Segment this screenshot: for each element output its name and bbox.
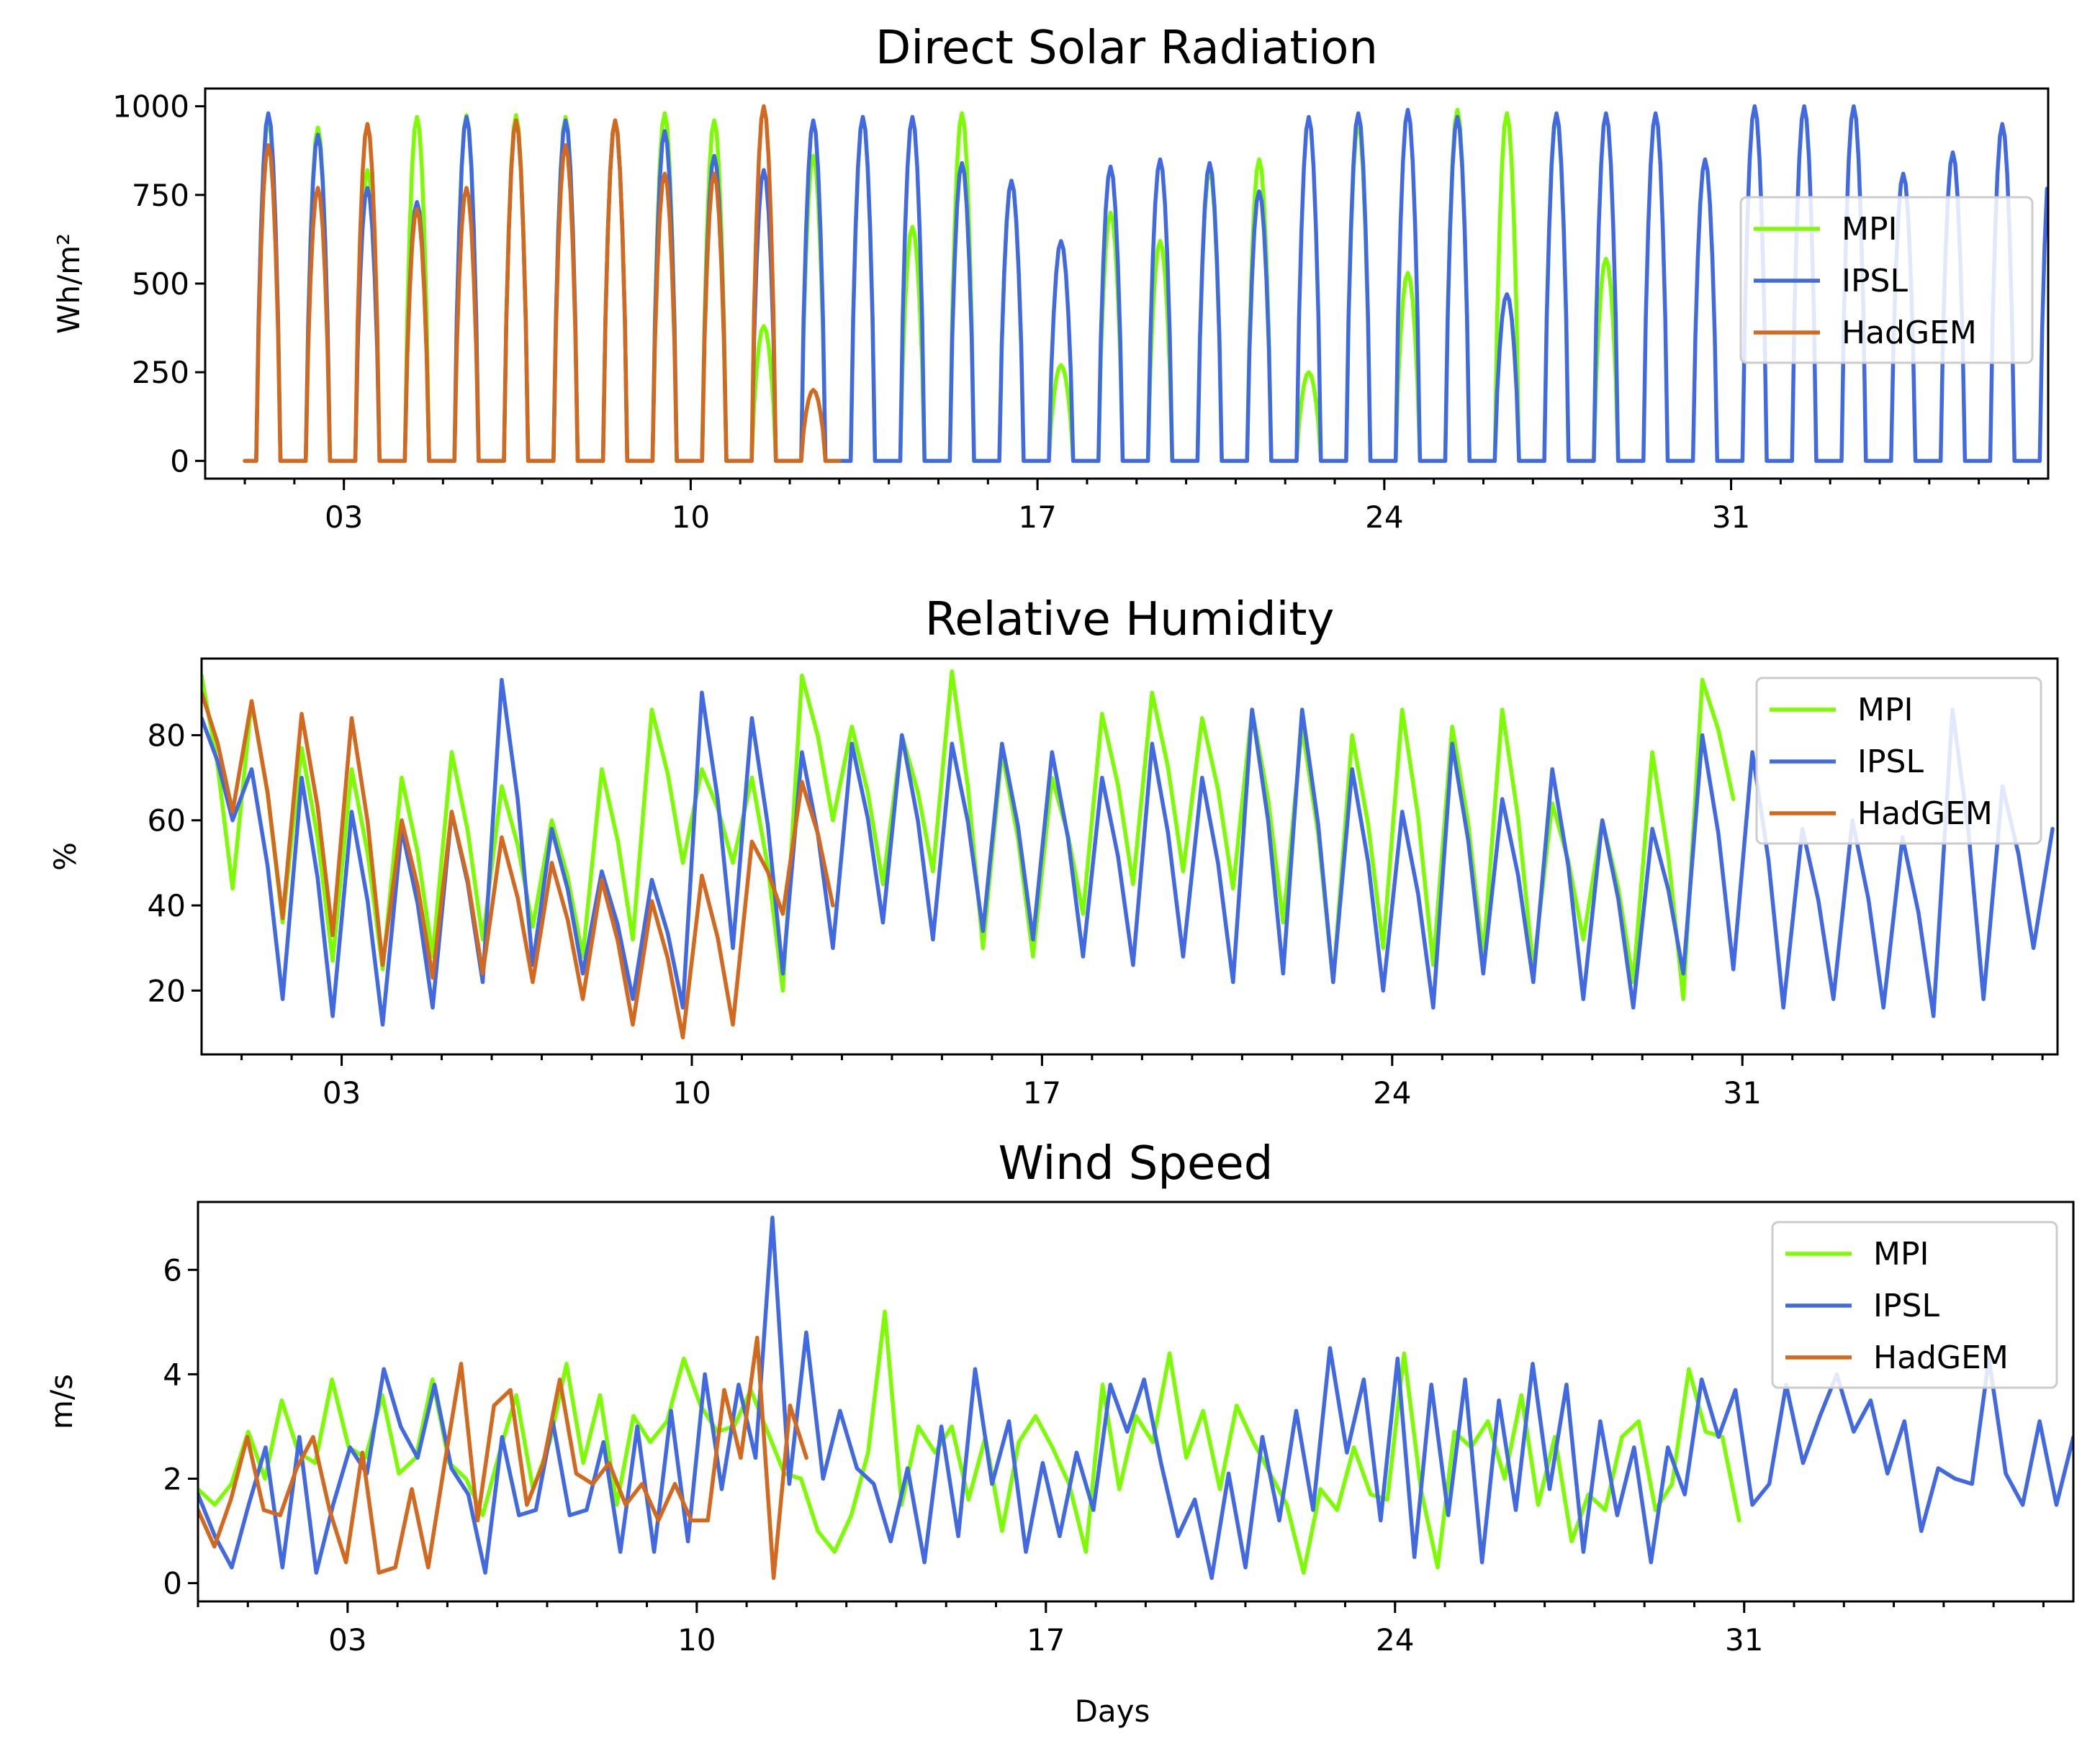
series-line-mpi (243, 107, 1634, 464)
legend-box (1739, 196, 2034, 364)
y-tick-label: 0 (170, 443, 189, 479)
legend-label-hadgem: HadGEM (1857, 795, 1993, 832)
x-tick-label: 24 (1365, 499, 1403, 535)
y-tick-label: 20 (148, 973, 186, 1008)
y-tick-label: 40 (148, 888, 186, 923)
axes-frame (204, 87, 2050, 480)
y-tick-label: 1000 (112, 89, 189, 125)
series-line-mpi (198, 1309, 1741, 1575)
y-tick-label: 0 (163, 1566, 182, 1601)
series-line-mpi (202, 669, 1736, 1001)
y-tick-label: 500 (132, 266, 189, 302)
y-axis-label: % (48, 842, 83, 871)
legend: MPI IPSL HadGEM (1771, 1221, 2058, 1389)
x-tick-label: 17 (1027, 1622, 1065, 1658)
legend-label-hadgem: HadGEM (1873, 1339, 2009, 1376)
chart-title: Relative Humidity (925, 593, 1335, 646)
x-tick-label: 03 (325, 499, 363, 535)
y-tick-label: 2 (163, 1462, 182, 1497)
x-tick-label: 31 (1712, 499, 1750, 535)
plot-area (202, 669, 2055, 1040)
x-tick-label: 24 (1373, 1075, 1411, 1111)
legend-box (1755, 677, 2042, 845)
legend-box (1771, 1221, 2058, 1389)
legend-label-mpi: MPI (1842, 211, 1897, 248)
legend: MPI IPSL HadGEM (1755, 677, 2042, 845)
panel-humidity: Relative Humidity% 20 40 60 80 03 10 17 24 31 MPI I… (48, 593, 2059, 1111)
y-tick-label: 6 (163, 1252, 182, 1288)
y-tick-label: 80 (148, 718, 186, 753)
series-line-ipsl (202, 677, 2055, 1027)
x-tick-label: 03 (323, 1075, 361, 1111)
legend: MPI IPSL HadGEM (1739, 196, 2034, 364)
axes-frame (200, 657, 2059, 1056)
y-tick-label: 60 (148, 803, 186, 838)
y-tick-label: 750 (132, 178, 189, 213)
legend-label-ipsl: IPSL (1873, 1288, 1939, 1324)
legend-label-mpi: MPI (1857, 692, 1913, 728)
plot-area (198, 1216, 2073, 1581)
x-tick-label: 17 (1018, 499, 1056, 535)
legend-label-ipsl: IPSL (1857, 743, 1924, 780)
chart-title: Wind Speed (999, 1137, 1274, 1190)
chart-title: Direct Solar Radiation (875, 22, 1378, 75)
x-tick-label: 10 (672, 1075, 711, 1111)
legend-label-mpi: MPI (1873, 1236, 1929, 1272)
series-line-hadgem (198, 1335, 808, 1581)
x-tick-label: 03 (328, 1622, 366, 1658)
x-tick-label: 10 (672, 499, 710, 535)
axes-frame (197, 1201, 2075, 1603)
x-axis-label: Days (1075, 1694, 1150, 1729)
y-tick-label: 250 (132, 355, 189, 390)
y-axis-label: m/s (44, 1374, 79, 1429)
x-tick-label: 31 (1723, 1075, 1761, 1111)
y-tick-label: 4 (163, 1357, 182, 1392)
panel-solar: Direct Solar RadiationWh/m²0250500750100… (51, 22, 2050, 535)
x-tick-label: 31 (1725, 1622, 1763, 1658)
x-tick-label: 17 (1023, 1075, 1061, 1111)
series-line-hadgem (202, 690, 835, 1040)
series-line-hadgem (243, 104, 842, 464)
legend-label-hadgem: HadGEM (1842, 315, 1977, 351)
series-line-ipsl (198, 1216, 2073, 1581)
x-tick-label: 24 (1376, 1622, 1414, 1658)
legend-label-ipsl: IPSL (1842, 263, 1908, 299)
x-tick-label: 10 (677, 1622, 716, 1658)
y-axis-label: Wh/m² (51, 233, 86, 334)
